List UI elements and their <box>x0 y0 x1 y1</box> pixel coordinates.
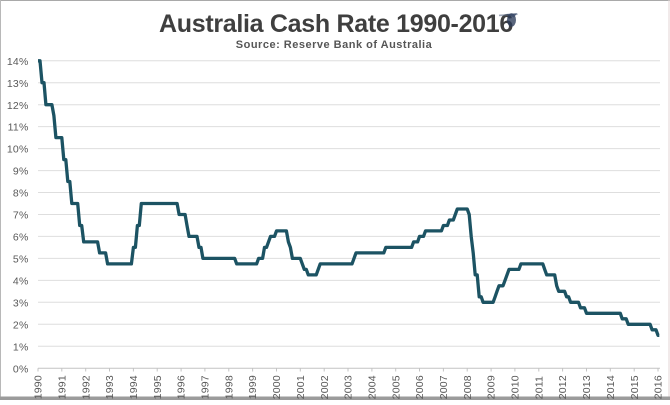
svg-text:2014: 2014 <box>605 375 617 399</box>
svg-text:2008: 2008 <box>462 375 474 399</box>
svg-text:2016: 2016 <box>653 375 665 399</box>
svg-text:14%: 14% <box>7 56 29 68</box>
svg-text:2%: 2% <box>13 319 29 331</box>
svg-text:2002: 2002 <box>319 375 331 399</box>
svg-text:1993: 1993 <box>104 375 116 399</box>
svg-text:1991: 1991 <box>56 375 68 399</box>
svg-text:1996: 1996 <box>176 375 188 399</box>
svg-text:2007: 2007 <box>438 375 450 399</box>
svg-text:12%: 12% <box>7 100 29 112</box>
svg-text:2012: 2012 <box>557 375 569 399</box>
svg-text:2005: 2005 <box>390 375 402 399</box>
svg-text:8%: 8% <box>13 188 29 200</box>
svg-text:2000: 2000 <box>271 375 283 399</box>
svg-text:2001: 2001 <box>295 375 307 399</box>
svg-text:1998: 1998 <box>223 375 235 399</box>
svg-text:11%: 11% <box>8 122 29 134</box>
svg-text:Source: Reserve Bank of Austra: Source: Reserve Bank of Australia <box>236 39 433 51</box>
svg-text:13%: 13% <box>7 78 29 90</box>
svg-text:2006: 2006 <box>414 375 426 399</box>
svg-text:3%: 3% <box>13 297 29 309</box>
svg-text:9%: 9% <box>13 166 29 178</box>
svg-text:Australia Cash Rate 1990-2016: Australia Cash Rate 1990-2016 <box>159 10 513 38</box>
svg-text:2010: 2010 <box>510 375 522 399</box>
svg-text:2009: 2009 <box>486 375 498 399</box>
svg-text:7%: 7% <box>13 210 29 222</box>
svg-text:1990: 1990 <box>33 375 45 399</box>
svg-text:2013: 2013 <box>581 375 593 399</box>
svg-text:6%: 6% <box>13 232 29 244</box>
svg-text:5%: 5% <box>13 254 29 266</box>
svg-text:1992: 1992 <box>80 375 92 399</box>
svg-text:10%: 10% <box>7 144 29 156</box>
svg-text:1%: 1% <box>13 341 29 353</box>
svg-text:4%: 4% <box>13 276 29 288</box>
svg-text:1997: 1997 <box>200 375 212 399</box>
svg-text:0%: 0% <box>13 363 29 375</box>
svg-text:1999: 1999 <box>247 375 259 399</box>
svg-text:2003: 2003 <box>343 375 355 399</box>
svg-text:1994: 1994 <box>128 375 140 399</box>
svg-text:2011: 2011 <box>533 376 545 399</box>
svg-text:1995: 1995 <box>152 375 164 399</box>
svg-text:2004: 2004 <box>367 375 379 399</box>
svg-text:2015: 2015 <box>629 375 641 399</box>
